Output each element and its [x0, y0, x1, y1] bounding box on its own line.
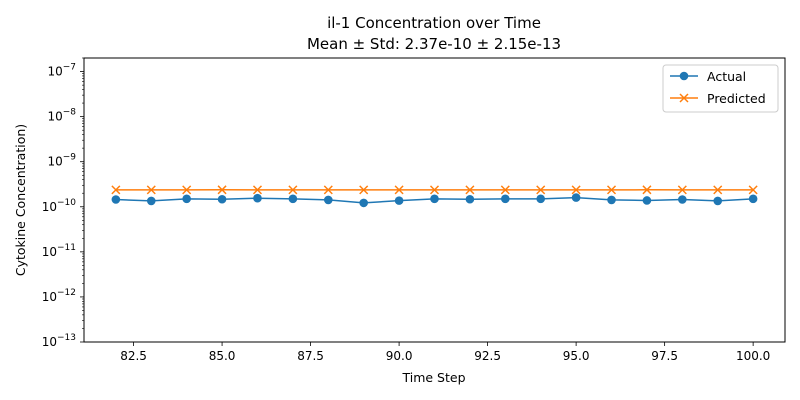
data-point-predicted — [500, 185, 510, 195]
data-point-actual — [430, 194, 439, 204]
y-tick-label: 10−13 — [42, 333, 76, 349]
x-axis-label: Time Step — [401, 370, 465, 385]
x-tick-label: 97.5 — [651, 349, 678, 363]
data-point-predicted — [146, 185, 156, 195]
data-point-predicted — [571, 185, 581, 195]
y-axis-label: Cytokine Concentration) — [13, 124, 28, 276]
plot-frame — [83, 57, 786, 343]
data-point-predicted — [288, 185, 298, 195]
y-tick-exponent: −8 — [63, 108, 77, 118]
x-tick-label: 82.5 — [120, 349, 147, 363]
legend-predicted-marker — [679, 93, 689, 103]
data-point-actual — [359, 198, 368, 208]
y-tick-base: 10 — [47, 110, 62, 124]
y-tick-exponent: −9 — [63, 153, 77, 163]
y-tick-label: 10−12 — [42, 288, 76, 304]
y-tick-label: 10−8 — [47, 108, 76, 124]
data-point-actual — [607, 195, 616, 205]
data-point-actual — [571, 193, 581, 202]
data-point-predicted — [111, 185, 121, 195]
x-tick-label: 100.0 — [736, 349, 770, 363]
data-point-predicted — [536, 185, 546, 195]
data-point-actual — [217, 194, 227, 204]
data-point-actual — [394, 196, 404, 205]
data-point-actual — [288, 194, 298, 204]
data-point-actual — [323, 195, 333, 205]
data-point-actual — [465, 194, 475, 204]
y-tick-base: 10 — [42, 335, 57, 349]
y-tick-exponent: −11 — [57, 243, 76, 253]
chart-title-line1: il-1 Concentration over Time — [327, 14, 541, 32]
data-point-predicted — [642, 185, 652, 195]
data-point-actual — [182, 194, 191, 204]
data-point-actual — [501, 194, 510, 204]
y-tick-exponent: −13 — [57, 333, 76, 343]
data-point-predicted — [677, 185, 687, 195]
x-tick-label: 87.5 — [297, 349, 324, 363]
y-tick-base: 10 — [42, 200, 57, 214]
data-point-actual — [748, 194, 758, 204]
legend: Actual Predicted — [662, 64, 779, 113]
y-tick-exponent: −10 — [57, 198, 76, 208]
data-point-actual — [253, 193, 262, 203]
data-point-actual — [111, 195, 121, 204]
data-point-predicted — [323, 185, 333, 195]
data-point-predicted — [182, 185, 192, 195]
data-point-predicted — [713, 185, 723, 195]
legend-predicted-label: Predicted — [707, 91, 766, 106]
data-point-actual — [146, 196, 156, 206]
y-tick-base: 10 — [47, 65, 62, 79]
data-point-actual — [642, 196, 652, 205]
y-tick-exponent: −12 — [57, 288, 76, 298]
x-tick-label: 90.0 — [386, 349, 413, 363]
y-tick-label: 10−11 — [42, 243, 76, 259]
y-tick-base: 10 — [42, 290, 57, 304]
data-point-predicted — [217, 185, 227, 195]
data-point-actual — [678, 195, 687, 204]
x-tick-label: 85.0 — [209, 349, 236, 363]
y-tick-base: 10 — [42, 245, 57, 259]
series-layer — [111, 185, 758, 208]
y-tick-base: 10 — [47, 155, 62, 169]
y-tick-label: 10−9 — [47, 153, 76, 169]
legend-actual-marker — [679, 71, 689, 81]
data-point-predicted — [394, 185, 404, 195]
y-tick-exponent: −7 — [63, 63, 76, 73]
data-point-predicted — [252, 185, 263, 195]
x-tick-label: 95.0 — [563, 349, 590, 363]
data-point-predicted — [359, 185, 369, 195]
chart-title-line2: Mean ± Std: 2.37e-10 ± 2.15e-13 — [307, 35, 561, 53]
x-tick-label: 92.5 — [474, 349, 501, 363]
data-point-predicted — [429, 185, 440, 195]
data-point-actual — [536, 194, 546, 204]
axis-ticks: 82.5 85.0 87.5 90.0 92.5 95.0 97.5 100.010−1310… — [42, 57, 770, 363]
data-point-actual — [713, 196, 723, 206]
legend-actual-label: Actual — [707, 69, 746, 84]
data-point-predicted — [465, 185, 475, 195]
data-point-predicted — [606, 185, 617, 195]
y-tick-label: 10−10 — [42, 198, 77, 214]
data-point-predicted — [748, 185, 758, 195]
y-tick-label: 10−7 — [47, 63, 76, 79]
